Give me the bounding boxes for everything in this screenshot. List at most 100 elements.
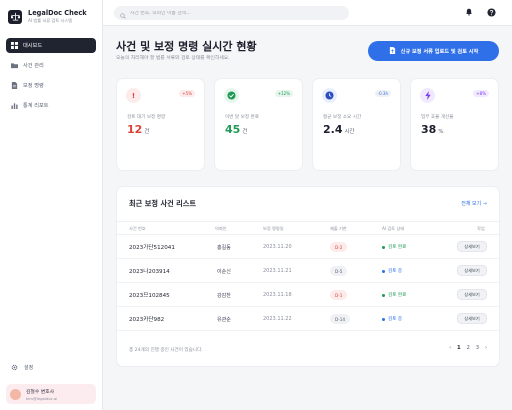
main-content: 사건 및 보정 명령 실시간 현황 오늘의 처리해야 할 법률 서류와 검토 상…	[103, 26, 512, 410]
stat-unit: 건	[144, 129, 150, 135]
table-footer-summary: 총 24개의 진행 중인 사건이 있습니다.	[129, 348, 203, 353]
table-row: 2023나203914 이순신 2023.11.21 D-5 검토 중 상세보기	[117, 259, 499, 283]
card-title: 최근 보정 사건 리스트	[129, 199, 197, 208]
bell-icon[interactable]	[464, 7, 474, 17]
clock-icon	[322, 88, 337, 103]
alert-icon: !	[126, 88, 141, 103]
order-date: 2023.11.18	[263, 292, 292, 298]
case-number: 2023므102845	[129, 293, 170, 299]
stat-label: 업무 효율 개선율	[421, 115, 454, 120]
chart-icon	[11, 102, 18, 109]
column-header: 의뢰인	[215, 226, 227, 231]
column-header: 보정 명령일	[263, 226, 284, 231]
check-circle-icon	[224, 88, 239, 103]
settings-label: 설정	[24, 365, 34, 371]
search-icon	[120, 4, 126, 23]
sidebar-nav: 대시보드 사건 관리 보정 명령 통계 리포트	[6, 38, 96, 118]
next-page-icon[interactable]: ›	[485, 345, 487, 351]
avatar	[10, 388, 21, 400]
sidebar-item-correction-orders[interactable]: 보정 명령	[6, 78, 96, 93]
page-3[interactable]: 3	[475, 345, 479, 351]
stat-delta: +8%	[473, 90, 489, 97]
deadline-badge: D-14	[330, 314, 351, 324]
deadline-badge: D-5	[330, 266, 348, 276]
stat-card-efficiency: +8% 업무 효율 개선율 38%	[410, 78, 499, 171]
deadline-badge: D-2	[330, 242, 348, 252]
stat-label: 평균 보정 소요 시간	[323, 115, 362, 120]
page-subtitle: 오늘의 처리해야 할 법률 서류와 검토 상태를 확인하세요.	[116, 56, 230, 61]
detail-button[interactable]: 상세보기	[457, 241, 487, 252]
user-email: kim@legaldoc.ai	[26, 395, 58, 401]
column-header: AI 검토 상태	[382, 226, 405, 231]
status-dot	[382, 269, 385, 273]
brand[interactable]: LegalDoc Check AI 법률 서류 검토 시스템	[8, 9, 87, 24]
user-profile[interactable]: 김철수 변호사 kim@legaldoc.ai	[6, 384, 96, 404]
review-status: 검토 완료	[382, 244, 406, 250]
upload-button-label: 신규 보정 서류 업로드 및 검토 시작	[400, 48, 479, 55]
recent-cases-card: 최근 보정 사건 리스트 전체 보기 → 사건 번호 의뢰인 보정 명령일 제출…	[116, 186, 500, 367]
detail-button[interactable]: 상세보기	[457, 265, 487, 276]
table-row: 2023가단512041 홍길동 2023.11.20 D-2 검토 완료 상세…	[117, 235, 499, 259]
bolt-icon	[420, 88, 435, 103]
upload-and-review-button[interactable]: 신규 보정 서류 업로드 및 검토 시작	[368, 41, 499, 61]
sidebar-item-cases[interactable]: 사건 관리	[6, 58, 96, 73]
order-date: 2023.11.22	[263, 316, 292, 322]
status-dot	[382, 293, 385, 297]
sidebar-item-reports[interactable]: 통계 리포트	[6, 98, 96, 113]
page-2[interactable]: 2	[466, 345, 470, 351]
stat-label: 검토 대기 보정 명령	[127, 115, 166, 120]
brand-title: LegalDoc Check	[28, 9, 87, 17]
search-input[interactable]	[130, 10, 340, 16]
dashboard-icon	[11, 42, 18, 49]
client-name: 강감찬	[217, 293, 231, 299]
stat-card-avg-time: -0.3h 평균 보정 소요 시간 2.4 시간	[312, 78, 401, 171]
review-status: 검토 중	[382, 268, 402, 274]
sidebar-item-settings[interactable]: 설정	[11, 364, 33, 371]
stats-row: ! +5% 검토 대기 보정 명령 12 건 +12% 이번 달 보정 완료 45…	[116, 78, 500, 173]
case-number: 2023나203914	[129, 269, 170, 275]
client-name: 홍길동	[217, 245, 231, 251]
upload-document-icon	[389, 46, 396, 56]
view-all-link[interactable]: 전체 보기 →	[461, 201, 487, 207]
case-number: 2023가단512041	[129, 245, 175, 251]
client-name: 유관순	[217, 317, 231, 323]
stat-label: 이번 달 보정 완료	[225, 115, 259, 120]
detail-button[interactable]: 상세보기	[457, 313, 487, 324]
sidebar-item-label: 통계 리포트	[23, 103, 49, 109]
sidebar-item-label: 대시보드	[23, 43, 43, 49]
stat-unit: 건	[242, 129, 248, 135]
help-icon[interactable]	[486, 7, 496, 17]
column-header: 작업	[477, 226, 485, 231]
brand-subtitle: AI 법률 서류 검토 시스템	[28, 18, 73, 23]
stat-delta: +5%	[179, 90, 195, 97]
sidebar-item-dashboard[interactable]: 대시보드	[6, 38, 96, 53]
status-dot	[382, 245, 385, 249]
page-1[interactable]: 1	[457, 345, 461, 351]
review-status: 검토 중	[382, 316, 402, 322]
page-title: 사건 및 보정 명령 실시간 현황	[116, 40, 257, 53]
stat-value: 45 건	[225, 123, 248, 136]
search-box	[114, 6, 349, 20]
sidebar-item-label: 사건 관리	[23, 63, 44, 69]
table-row: 2023카단982 유관순 2023.11.22 D-14 검토 중 상세보기	[117, 307, 499, 331]
case-number: 2023카단982	[129, 317, 165, 323]
deadline-badge: D-1	[330, 290, 348, 300]
sidebar: LegalDoc Check AI 법률 서류 검토 시스템 대시보드 사건 관…	[0, 0, 103, 410]
order-date: 2023.11.21	[263, 268, 292, 274]
folder-icon	[11, 62, 18, 69]
status-dot	[382, 317, 385, 321]
sidebar-item-label: 보정 명령	[23, 83, 44, 89]
column-header: 제출 기한	[330, 226, 347, 231]
stat-delta: -0.3h	[374, 90, 391, 97]
stat-card-completed: +12% 이번 달 보정 완료 45 건	[214, 78, 303, 171]
stat-value: 38%	[421, 123, 444, 136]
prev-page-icon[interactable]: ‹	[449, 345, 452, 351]
detail-button[interactable]: 상세보기	[457, 289, 487, 300]
client-name: 이순신	[217, 269, 231, 275]
top-bar	[103, 0, 512, 26]
pagination: ‹ 1 2 3 ›	[443, 345, 487, 351]
user-name: 김철수 변호사	[26, 389, 55, 395]
order-date: 2023.11.20	[263, 244, 292, 250]
table-header: 사건 번호 의뢰인 보정 명령일 제출 기한 AI 검토 상태 작업	[117, 221, 499, 235]
